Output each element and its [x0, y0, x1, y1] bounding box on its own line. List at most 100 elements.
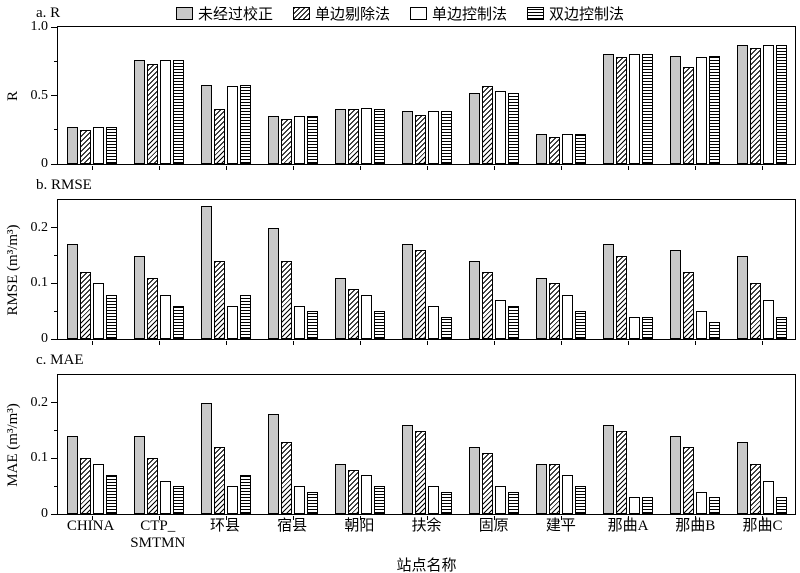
bar-group-3 [259, 200, 326, 345]
bar-one-side-control [92, 463, 104, 514]
bar-one-side-control [762, 480, 774, 514]
bar-uncorrected [66, 127, 78, 164]
bar-group-4 [326, 200, 393, 345]
solid-gray-swatch-icon [175, 7, 193, 20]
x-tick-label: CHINA [66, 518, 115, 534]
bar-group-4 [326, 27, 393, 170]
bar-one-side-control [226, 85, 238, 164]
bar-two-side-control [239, 475, 251, 514]
bar-two-side-control [440, 316, 452, 339]
y-tick: 0.2 [31, 395, 58, 409]
y-minor-tick [54, 310, 58, 312]
bar-uncorrected [535, 277, 547, 339]
bar-group-0 [58, 375, 125, 520]
bar-group-2 [192, 27, 259, 170]
legend: 未经过校正 单边剔除法 单边控制法 双边控制法 [0, 3, 800, 24]
bar-one-side-removal [481, 85, 493, 164]
bar-one-side-removal [213, 109, 225, 164]
bar-one-side-control [695, 491, 707, 514]
bar-two-side-control [574, 311, 586, 339]
bar-one-side-removal [548, 283, 560, 339]
x-axis-label: 站点名称 [396, 558, 457, 573]
bar-group-8 [594, 375, 661, 520]
bar-one-side-removal [682, 66, 694, 164]
bar-two-side-control [239, 84, 251, 164]
bar-one-side-removal [280, 118, 292, 164]
bar-one-side-removal [414, 430, 426, 514]
y-tick-label: 0.5 [30, 87, 49, 103]
bar-group-10 [728, 200, 795, 345]
bar-one-side-removal [146, 277, 158, 339]
bar-uncorrected [133, 436, 145, 514]
bar-group-8 [594, 27, 661, 170]
bar-one-side-removal [146, 64, 158, 164]
bar-group-8 [594, 200, 661, 345]
bar-one-side-control [360, 107, 372, 164]
legend-label: 双边控制法 [549, 7, 625, 23]
bar-one-side-control [293, 486, 305, 514]
bar-group-10 [728, 375, 795, 520]
bar-one-side-control [226, 486, 238, 514]
bar-one-side-control [494, 91, 506, 164]
bar-uncorrected [267, 227, 279, 339]
bar-one-side-control [92, 127, 104, 164]
bar-two-side-control [373, 486, 385, 514]
bar-two-side-control [641, 316, 653, 339]
bar-one-side-control [762, 300, 774, 339]
y-tick-label: 0.1 [30, 275, 49, 291]
bar-group-3 [259, 27, 326, 170]
bar-one-side-control [360, 475, 372, 514]
y-tick: 0.1 [31, 276, 58, 290]
bar-one-side-removal [615, 255, 627, 339]
bar-one-side-removal [280, 261, 292, 339]
plot-area-rmse: 0 0.1 0.2 [31, 199, 796, 346]
bar-uncorrected [267, 413, 279, 514]
bar-one-side-removal [615, 430, 627, 514]
bar-one-side-removal [347, 109, 359, 164]
bar-uncorrected [468, 92, 480, 164]
bar-group-9 [661, 200, 728, 345]
subplot-mae: MAE (m³/m³) 0 0.1 0.2 [5, 374, 796, 521]
bar-two-side-control [641, 497, 653, 514]
y-minor-tick [54, 129, 58, 131]
bar-one-side-control [360, 294, 372, 339]
y-axis-label-mae: MAE (m³/m³) [5, 402, 21, 487]
bar-one-side-control [561, 294, 573, 339]
bar-group-9 [661, 375, 728, 520]
y-tick: 1.0 [31, 20, 58, 34]
bar-one-side-control [561, 133, 573, 164]
x-tick-label: 建平 [545, 518, 576, 534]
bar-uncorrected [468, 261, 480, 339]
legend-item-two-side-control: 双边控制法 [527, 3, 624, 24]
bar-uncorrected [669, 250, 681, 339]
bar-uncorrected [736, 44, 748, 164]
x-tick-label: 固原 [478, 518, 509, 534]
bar-uncorrected [736, 255, 748, 339]
bar-group-3 [259, 375, 326, 520]
bar-two-side-control [105, 475, 117, 514]
bar-uncorrected [401, 244, 413, 339]
bar-two-side-control [306, 116, 318, 164]
x-tick-label: 那曲C [742, 518, 783, 534]
y-minor-tick [54, 485, 58, 487]
bar-one-side-removal [682, 272, 694, 339]
bar-uncorrected [267, 116, 279, 164]
bar-one-side-control [427, 110, 439, 164]
bar-uncorrected [200, 402, 212, 514]
bar-one-side-control [293, 116, 305, 164]
subplot-c-title: c. MAE [36, 352, 84, 368]
bar-two-side-control [172, 305, 184, 339]
bars-layer [58, 200, 795, 345]
subplot-a-title: a. R [36, 5, 61, 21]
bar-group-10 [728, 27, 795, 170]
bar-uncorrected [200, 205, 212, 339]
legend-item-one-side-removal: 单边剔除法 [292, 3, 390, 24]
bar-group-0 [58, 200, 125, 345]
bar-one-side-control [628, 497, 640, 514]
bar-group-1 [125, 375, 192, 520]
bar-one-side-control [695, 57, 707, 164]
bar-group-6 [460, 200, 527, 345]
horizontal-hatch-swatch-icon [527, 7, 545, 20]
bar-group-2 [192, 375, 259, 520]
